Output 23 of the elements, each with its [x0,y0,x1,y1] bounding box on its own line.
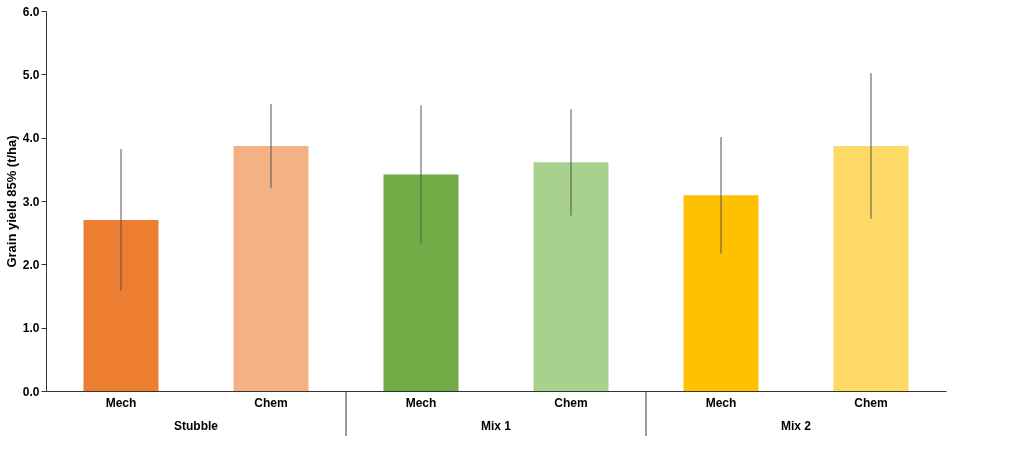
bar [533,162,609,391]
y-tick-label: 2.0 [22,257,40,272]
x-tick-label: Mech [105,395,137,410]
x-tick-label: Chem [854,395,888,410]
bar [683,195,759,391]
text: Mix 2 [780,419,812,433]
y-tick-label: 4.0 [22,131,40,146]
x-tick-label: Mech [705,395,737,410]
text: Stubble [174,419,219,433]
bar [833,145,909,391]
y-tick-label: 5.0 [22,67,40,82]
x-tick-label: Chem [254,395,288,410]
y-tick-label: 3.0 [22,194,40,209]
y-tick-label: 6.0 [22,4,40,19]
y-tick-label: 1.0 [22,321,40,336]
text: Mix 1 [480,419,512,433]
bar [83,220,159,391]
x-tick-label: Mech [405,395,437,410]
x-tick-label: Chem [554,395,588,410]
bar [383,174,459,391]
bar [233,145,309,391]
y-tick-label: 0.0 [22,384,40,399]
y-axis-title: Grain yield 85% (t/ha) [3,135,19,268]
